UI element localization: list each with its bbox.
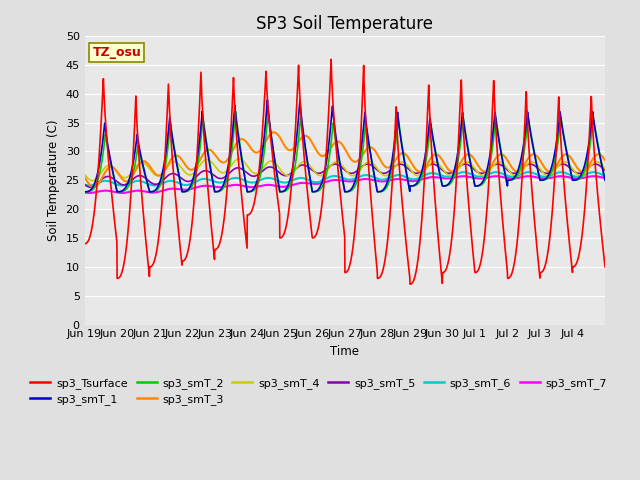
- sp3_Tsurface: [327, 57, 335, 62]
- sp3_smT_5: [133, 174, 141, 180]
- sp3_smT_1: [245, 189, 253, 194]
- sp3_smT_2: [232, 108, 239, 114]
- sp3_Tsurface: [132, 111, 140, 117]
- sp3_smT_2: [81, 189, 88, 195]
- sp3_smT_3: [376, 157, 384, 163]
- sp3_smT_7: [81, 190, 88, 195]
- sp3_smT_5: [245, 172, 253, 178]
- sp3_smT_5: [594, 162, 602, 168]
- Line: sp3_smT_5: sp3_smT_5: [84, 164, 605, 187]
- Line: sp3_smT_4: sp3_smT_4: [84, 159, 605, 180]
- sp3_smT_5: [87, 184, 95, 190]
- Line: sp3_smT_7: sp3_smT_7: [84, 176, 605, 193]
- sp3_smT_3: [502, 155, 509, 160]
- sp3_smT_1: [264, 97, 271, 103]
- Title: SP3 Soil Temperature: SP3 Soil Temperature: [256, 15, 433, 33]
- Line: sp3_smT_6: sp3_smT_6: [84, 172, 605, 185]
- sp3_smT_4: [531, 160, 539, 166]
- sp3_smT_6: [460, 169, 467, 175]
- sp3_smT_3: [531, 152, 539, 157]
- sp3_smT_5: [376, 169, 384, 175]
- sp3_smT_1: [601, 178, 609, 183]
- sp3_smT_2: [376, 189, 384, 194]
- sp3_smT_5: [531, 163, 539, 169]
- sp3_smT_2: [502, 172, 509, 178]
- sp3_smT_7: [133, 188, 141, 193]
- Line: sp3_Tsurface: sp3_Tsurface: [84, 60, 605, 284]
- sp3_smT_3: [270, 130, 278, 135]
- sp3_smT_6: [81, 181, 88, 187]
- sp3_smT_6: [376, 177, 384, 182]
- sp3_smT_7: [460, 173, 467, 179]
- sp3_smT_5: [502, 166, 509, 171]
- sp3_smT_2: [601, 178, 609, 183]
- sp3_smT_4: [246, 166, 253, 172]
- sp3_smT_6: [245, 180, 253, 185]
- sp3_smT_1: [502, 173, 509, 179]
- sp3_Tsurface: [531, 224, 539, 229]
- Line: sp3_smT_1: sp3_smT_1: [84, 100, 605, 192]
- sp3_Tsurface: [406, 281, 414, 287]
- sp3_smT_6: [502, 172, 509, 178]
- sp3_smT_3: [90, 184, 98, 190]
- sp3_smT_1: [531, 153, 539, 158]
- sp3_smT_3: [601, 157, 609, 163]
- Y-axis label: Soil Temperature (C): Soil Temperature (C): [47, 120, 60, 241]
- Line: sp3_smT_2: sp3_smT_2: [84, 111, 605, 192]
- sp3_smT_2: [132, 153, 140, 158]
- sp3_smT_3: [81, 175, 88, 180]
- sp3_smT_7: [531, 174, 539, 180]
- sp3_smT_4: [88, 178, 96, 183]
- sp3_smT_2: [594, 141, 602, 146]
- sp3_smT_7: [502, 175, 509, 180]
- sp3_smT_4: [236, 156, 243, 162]
- sp3_Tsurface: [245, 212, 253, 217]
- sp3_smT_6: [133, 178, 141, 184]
- sp3_smT_4: [133, 163, 141, 168]
- Line: sp3_smT_3: sp3_smT_3: [84, 132, 605, 187]
- X-axis label: Time: Time: [330, 345, 359, 358]
- sp3_smT_6: [594, 170, 602, 176]
- sp3_smT_7: [245, 184, 253, 190]
- sp3_smT_3: [594, 151, 602, 157]
- sp3_smT_7: [376, 179, 384, 184]
- sp3_Tsurface: [601, 264, 609, 270]
- sp3_smT_3: [245, 143, 253, 149]
- sp3_smT_1: [132, 137, 140, 143]
- sp3_smT_2: [531, 151, 539, 157]
- sp3_smT_4: [502, 163, 509, 169]
- sp3_Tsurface: [81, 241, 88, 247]
- sp3_smT_6: [86, 182, 93, 188]
- sp3_smT_2: [245, 189, 253, 195]
- sp3_smT_6: [531, 171, 539, 177]
- sp3_Tsurface: [376, 274, 384, 280]
- sp3_smT_5: [601, 167, 609, 173]
- sp3_smT_1: [376, 189, 384, 194]
- sp3_Tsurface: [502, 251, 509, 256]
- sp3_smT_6: [601, 173, 609, 179]
- Legend: sp3_Tsurface, sp3_smT_1, sp3_smT_2, sp3_smT_3, sp3_smT_4, sp3_smT_5, sp3_smT_6, : sp3_Tsurface, sp3_smT_1, sp3_smT_2, sp3_…: [26, 373, 612, 409]
- sp3_smT_7: [601, 175, 609, 181]
- sp3_smT_4: [376, 169, 384, 175]
- sp3_smT_4: [601, 166, 609, 171]
- sp3_smT_4: [81, 171, 88, 177]
- sp3_smT_1: [594, 143, 602, 148]
- sp3_Tsurface: [594, 195, 602, 201]
- sp3_smT_5: [494, 161, 502, 167]
- sp3_smT_7: [86, 190, 93, 196]
- sp3_smT_5: [81, 181, 88, 187]
- sp3_smT_3: [133, 165, 141, 171]
- sp3_smT_1: [81, 189, 88, 195]
- sp3_smT_4: [594, 159, 602, 165]
- Text: TZ_osu: TZ_osu: [92, 46, 141, 59]
- sp3_smT_7: [594, 174, 602, 180]
